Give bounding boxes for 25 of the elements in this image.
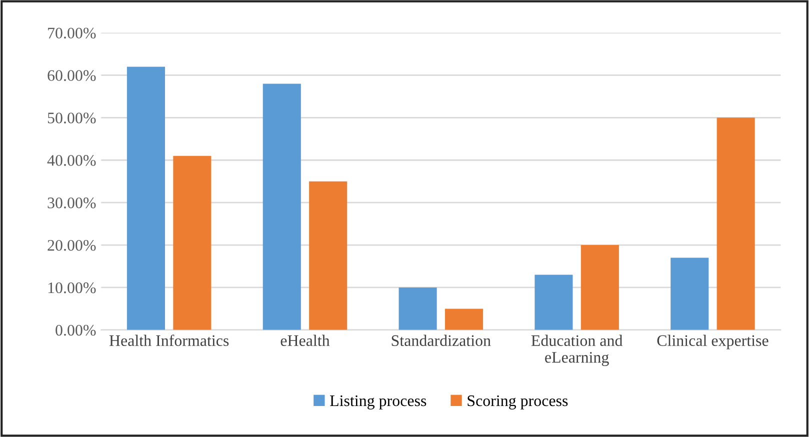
bar: [444, 308, 484, 330]
bar: [716, 118, 755, 330]
x-tick-label: eHealth: [280, 334, 330, 346]
y-tick-label: 10.00%: [48, 282, 96, 294]
bar: [534, 274, 573, 330]
y-tick-label: 20.00%: [48, 240, 96, 251]
y-tick-label: 0.00%: [56, 324, 96, 336]
bar: [670, 258, 709, 330]
x-tick-label: Clinical expertise: [657, 334, 768, 350]
y-tick-label: 60.00%: [48, 70, 96, 81]
bar: [173, 156, 212, 330]
legend-label: Listing process: [330, 395, 426, 410]
bar: [262, 84, 301, 330]
bar: [398, 287, 437, 330]
y-tick-label: 70.00%: [48, 28, 96, 39]
x-tick-label: Health Informatics: [109, 334, 229, 346]
y-tick-label: 50.00%: [48, 112, 96, 124]
x-tick-label: Standardization: [392, 334, 491, 346]
legend-label: Scoring process: [468, 395, 568, 410]
bar: [126, 66, 166, 330]
bar: [309, 181, 348, 330]
bar: [580, 245, 619, 330]
x-tick-label: Education and eLearning: [531, 334, 623, 366]
y-tick-label: 30.00%: [48, 198, 96, 208]
y-tick-label: 40.00%: [47, 155, 96, 166]
